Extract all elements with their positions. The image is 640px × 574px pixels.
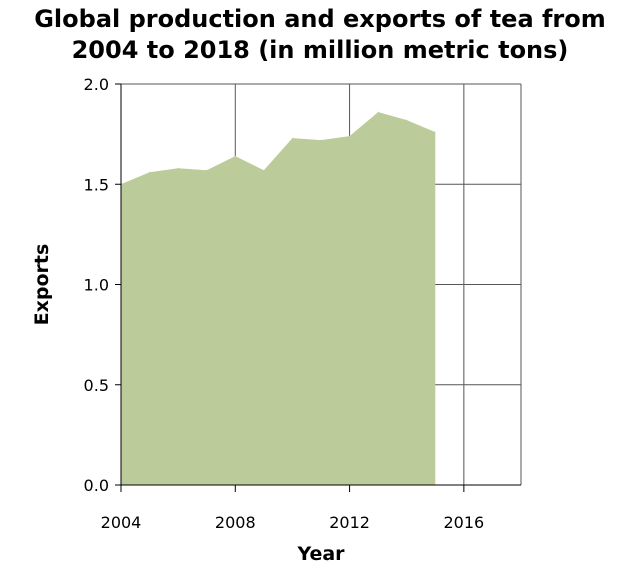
- data-point-2005: [149, 171, 151, 173]
- x-tick-label-2004: 2004: [101, 513, 142, 532]
- data-point-2013: [377, 111, 379, 113]
- axes: [115, 83, 521, 492]
- y-tick-label-0.0: 0.0: [84, 476, 109, 495]
- data-point-2015: [434, 131, 436, 133]
- data-point-2014: [406, 119, 408, 121]
- data-point-2012: [349, 135, 351, 137]
- data-point-2011: [320, 139, 322, 141]
- y-tick-label-1.0: 1.0: [84, 276, 109, 295]
- chart-title-line-2: 2004 to 2018 (in million metric tons): [71, 36, 569, 64]
- x-tick-labels: 2004 2008 2012 2016: [101, 513, 485, 532]
- x-tick-label-2012: 2012: [329, 513, 370, 532]
- data-point-2008: [234, 155, 236, 157]
- data-point-2009: [263, 169, 265, 171]
- y-tick-label-0.5: 0.5: [84, 376, 109, 395]
- y-axis-title: Exports: [31, 244, 53, 326]
- data-point-2010: [291, 137, 293, 139]
- y-tick-labels: 0.0 0.5 1.0 1.5 2.0: [84, 75, 109, 495]
- area-fill: [121, 112, 436, 485]
- y-tick-label-2.0: 2.0: [84, 75, 109, 94]
- y-tick-label-1.5: 1.5: [84, 175, 109, 194]
- x-tick-label-2016: 2016: [443, 513, 484, 532]
- area-series: [120, 111, 436, 485]
- data-point-2006: [177, 167, 179, 169]
- data-point-2007: [206, 169, 208, 171]
- x-tick-label-2008: 2008: [215, 513, 256, 532]
- x-axis-title: Year: [296, 543, 345, 565]
- chart-title-line-1: Global production and exports of tea fro…: [34, 5, 606, 33]
- chart-title: Global production and exports of tea fro…: [0, 4, 640, 66]
